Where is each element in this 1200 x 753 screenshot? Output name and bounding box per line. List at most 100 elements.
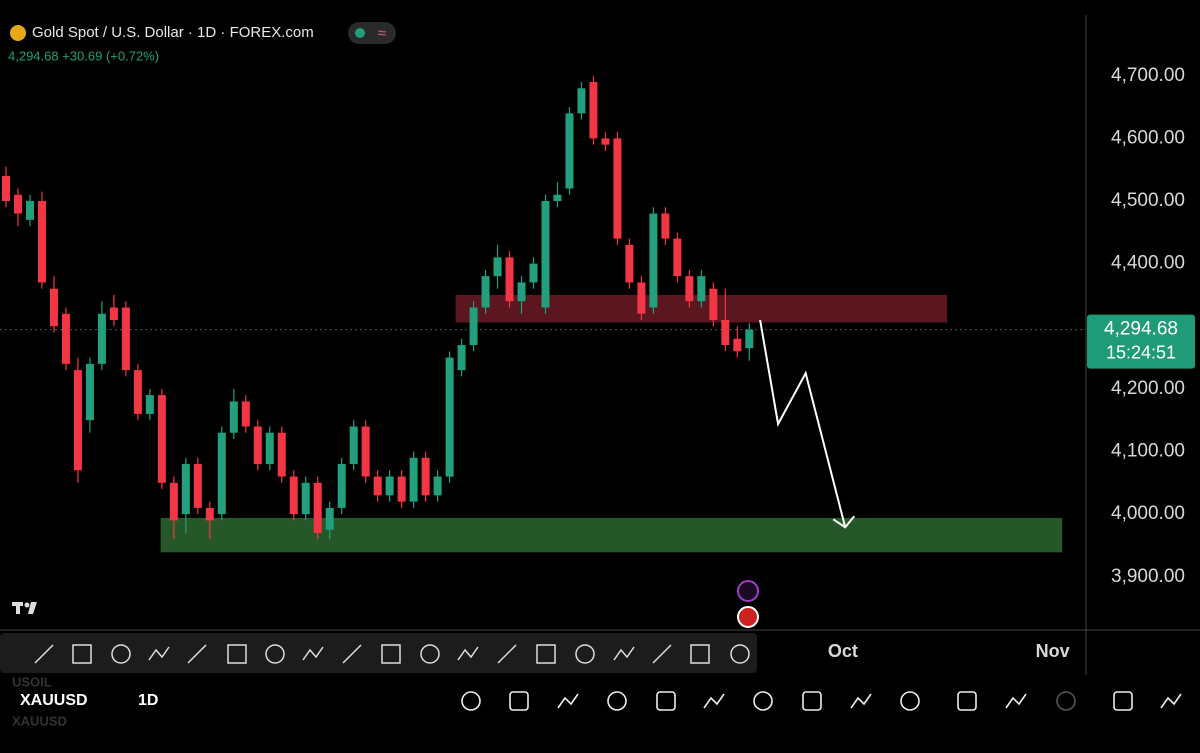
market-status [355,28,365,38]
candle-body [409,457,418,502]
button-glyph [509,691,529,711]
candle-body [193,464,202,508]
bottom-button[interactable] [850,693,872,709]
button-glyph [850,693,872,709]
bottom-button[interactable] [607,691,627,711]
candle-body [613,138,622,239]
drawing-tool[interactable] [72,644,92,664]
drawing-tool[interactable] [227,644,247,664]
y-tick-label: 4,000.00 [1111,503,1185,524]
candle-body [13,194,22,214]
button-glyph [1005,693,1027,709]
button-glyph [802,691,822,711]
candle-body [361,426,370,477]
candle-body [553,194,562,202]
candle-body [325,507,334,530]
drawing-tool[interactable] [381,644,401,664]
drawing-tool[interactable] [34,644,54,664]
candle-body [85,363,94,421]
prev-symbol[interactable]: USOIL [12,674,52,689]
drawing-tool[interactable] [187,644,207,664]
tool-glyph [34,644,54,664]
bottom-button[interactable] [461,691,481,711]
drawing-tool[interactable] [575,644,595,664]
projection-path [759,319,847,528]
drawing-tool[interactable] [497,644,517,664]
candle-body [289,476,298,515]
candle-body [349,426,358,465]
next-symbol[interactable]: XAUUSD [12,713,67,728]
zone [160,517,1063,553]
candle-body [313,482,322,533]
drawing-tool[interactable] [265,644,285,664]
last-price-box [1087,314,1195,369]
button-glyph [1113,691,1133,711]
y-tick-label: 4,200.00 [1111,378,1185,399]
candle-body [25,201,34,220]
bottom-button[interactable] [656,691,676,711]
drawing-tool[interactable] [613,646,635,661]
symbol[interactable]: XAUUSD [20,692,88,709]
candle-body [145,395,154,414]
candle-body [433,476,442,496]
candle-body [469,307,478,346]
drawing-tool[interactable] [457,646,479,661]
candle-body [385,476,394,496]
candle-body [685,276,694,302]
arrow-head [832,515,855,529]
tool-glyph [420,644,440,664]
candle-body [121,307,130,371]
interval[interactable]: 1D [138,692,158,709]
bottom-button[interactable] [509,691,529,711]
candle-body [397,476,406,502]
event-icon[interactable] [737,580,759,602]
drawing-tool[interactable] [302,646,324,661]
candle-body [577,88,586,114]
bottom-button[interactable] [1113,691,1133,711]
bottom-button[interactable] [900,691,920,711]
y-tick-label: 4,400.00 [1111,253,1185,274]
candle-body [181,464,190,515]
candle-body [697,276,706,302]
tool-glyph [111,644,131,664]
candle-body [517,282,526,302]
bottom-button[interactable] [703,693,725,709]
bottom-button[interactable] [753,691,773,711]
candle-body [565,113,574,189]
drawing-tool[interactable] [148,646,170,661]
drawing-tool[interactable] [342,644,362,664]
candle-body [601,138,610,145]
drawing-tool[interactable] [652,644,672,664]
countdown: 15:24:51 [1106,342,1176,362]
candle-body [649,213,658,308]
bottom-button[interactable] [557,693,579,709]
bottom-button[interactable] [1005,693,1027,709]
drawing-tool[interactable] [730,644,750,664]
y-tick-label: 4,100.00 [1111,441,1185,462]
y-tick-label: 4,600.00 [1111,127,1185,148]
drawing-tool[interactable] [111,644,131,664]
button-glyph [900,691,920,711]
bottom-button[interactable] [802,691,822,711]
tool-glyph [497,644,517,664]
drawing-tool[interactable] [536,644,556,664]
bottom-button[interactable] [1160,693,1182,709]
button-glyph [753,691,773,711]
bottom-button[interactable] [1056,691,1076,711]
tool-glyph [730,644,750,664]
tool-glyph [187,644,207,664]
candle-body [265,432,274,465]
symbol-icon [10,25,26,41]
tool-glyph [148,646,170,661]
bottom-button[interactable] [957,691,977,711]
tool-glyph [302,646,324,661]
drawing-tool[interactable] [420,644,440,664]
candle-body [301,482,310,515]
button-glyph [557,693,579,709]
candle-body [337,464,346,508]
button-glyph [607,691,627,711]
economic-event-icon[interactable] [737,606,759,628]
candle-body [109,307,118,321]
drawing-tool[interactable] [690,644,710,664]
candle-body [445,357,454,477]
